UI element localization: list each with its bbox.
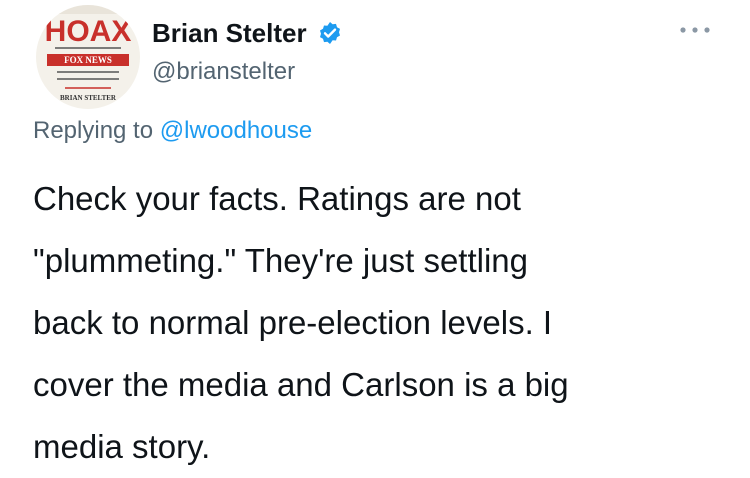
more-button[interactable] xyxy=(678,20,712,40)
tweet-line: Check your facts. Ratings are not xyxy=(33,180,521,217)
tweet-line: "plummeting." They're just settling xyxy=(33,242,528,279)
avatar-subtitle: FOX NEWS xyxy=(64,55,112,65)
tweet-line: back to normal pre-election levels. I xyxy=(33,304,553,341)
user-name[interactable]: Brian Stelter xyxy=(152,18,342,49)
reply-context: Replying to @lwoodhouse xyxy=(33,117,312,145)
avatar-title: HOAX xyxy=(45,15,132,48)
user-handle[interactable]: @brianstelter xyxy=(152,58,296,85)
tweet-line: cover the media and Carlson is a big xyxy=(33,366,569,403)
reply-handle[interactable]: @lwoodhouse xyxy=(159,117,313,144)
tweet-text: Check your facts. Ratings are not "plumme… xyxy=(33,168,569,478)
reply-prefix: Replying to xyxy=(33,117,154,144)
tweet-line: media story. xyxy=(33,428,211,465)
avatar-author: BRIAN STELTER xyxy=(60,94,117,102)
verified-badge xyxy=(319,22,340,44)
name-text[interactable]: Brian Stelter xyxy=(152,18,307,48)
avatar[interactable]: HOAX FOX NEWS BRIAN STELTER xyxy=(35,4,141,110)
